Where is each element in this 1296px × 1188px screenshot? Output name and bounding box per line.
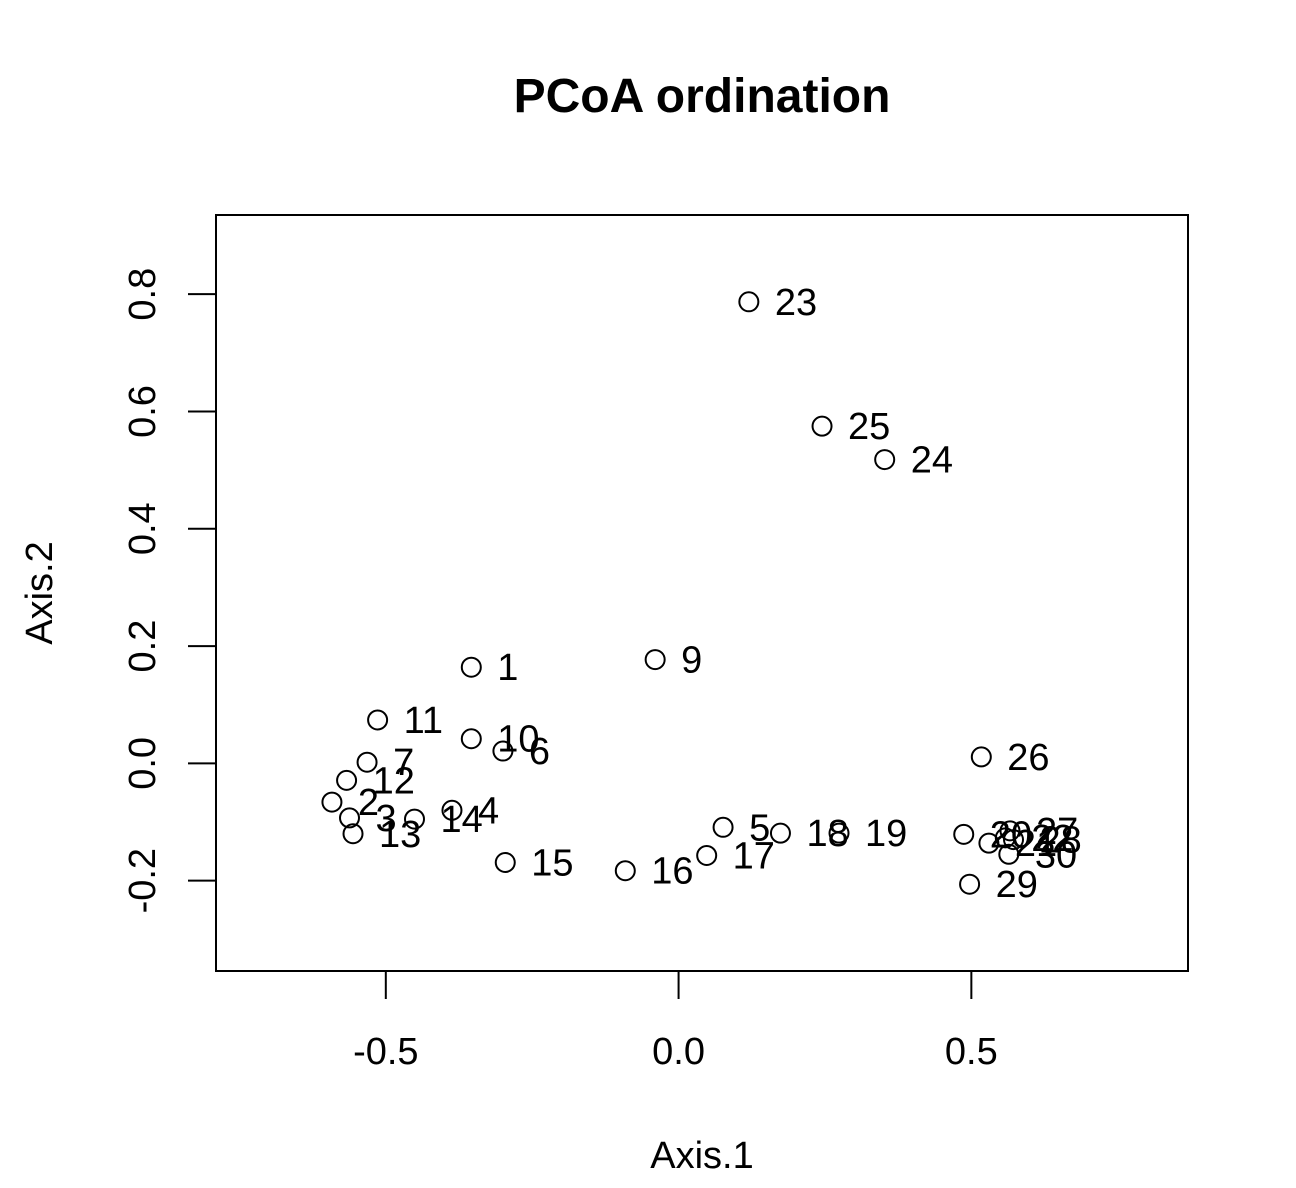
point-28-marker <box>1003 829 1025 851</box>
x-tick-label: -0.5 <box>353 1031 418 1073</box>
point-12-label: 12 <box>373 760 415 802</box>
point-1-marker <box>460 656 482 678</box>
point-19-label: 19 <box>865 813 907 855</box>
y-tick-label: 0.0 <box>122 737 164 790</box>
point-14-label: 14 <box>440 799 482 841</box>
point-5-label: 5 <box>749 807 770 849</box>
x-axis-label: Axis.1 <box>650 1135 753 1177</box>
y-tick-label: -0.2 <box>122 848 164 913</box>
point-26-label: 26 <box>1007 737 1049 779</box>
point-15-marker <box>494 851 516 873</box>
point-5-marker <box>712 816 734 838</box>
point-25-marker <box>811 415 833 437</box>
point-13-marker <box>342 823 364 845</box>
point-7-marker <box>356 751 378 773</box>
point-18-label: 18 <box>806 813 848 855</box>
point-2-marker <box>321 791 343 813</box>
point-9-marker <box>644 649 666 671</box>
y-tick-label: 0.4 <box>122 502 164 555</box>
point-16-label: 16 <box>651 851 693 893</box>
point-29-marker <box>959 873 981 895</box>
x-tick-label: 0.0 <box>652 1031 705 1073</box>
point-6-marker <box>492 740 514 762</box>
point-29-label: 29 <box>996 864 1038 906</box>
point-10-label: 10 <box>497 719 539 761</box>
point-10-marker <box>460 728 482 750</box>
point-24-marker <box>874 449 896 471</box>
y-tick-label: 0.8 <box>122 268 164 321</box>
point-23-marker <box>738 291 760 313</box>
point-11-label: 11 <box>404 700 443 742</box>
point-30-label: 30 <box>1035 834 1077 876</box>
point-19-marker <box>828 822 850 844</box>
y-axis-label: Axis.2 <box>19 541 61 644</box>
point-15-label: 15 <box>531 842 573 884</box>
point-25-label: 25 <box>848 406 890 448</box>
x-tick-label: 0.5 <box>945 1031 998 1073</box>
point-7-label: 7 <box>393 742 414 784</box>
point-22-label: 22 <box>1031 818 1073 860</box>
point-2-label: 2 <box>358 782 379 824</box>
point-13-label: 13 <box>379 814 421 856</box>
point-17-label: 17 <box>733 835 775 877</box>
point-27-marker <box>999 820 1021 842</box>
point-3-label: 3 <box>376 798 397 840</box>
y-axis: -0.2 0.0 0.2 0.4 0.6 0.8 <box>122 268 217 913</box>
point-30-marker <box>998 843 1020 865</box>
x-axis: -0.5 0.0 0.5 <box>353 970 998 1073</box>
point-1-label: 1 <box>497 647 518 689</box>
point-27-label: 27 <box>1036 811 1078 853</box>
y-tick-label: 0.2 <box>122 620 164 673</box>
point-23-label: 23 <box>775 282 817 324</box>
point-28-label: 28 <box>1040 820 1082 862</box>
point-14-marker <box>403 808 425 830</box>
point-4-label: 4 <box>478 790 499 832</box>
chart-title: PCoA ordination <box>514 70 891 123</box>
point-6-label: 6 <box>529 731 550 773</box>
y-tick-label: 0.6 <box>122 385 164 438</box>
point-24-label: 24 <box>911 440 953 482</box>
point-16-marker <box>614 860 636 882</box>
point-3-marker <box>339 807 361 829</box>
point-18-marker <box>769 822 791 844</box>
point-12-marker <box>336 769 358 791</box>
point-17-marker <box>696 844 718 866</box>
point-4-marker <box>441 799 463 821</box>
point-20-marker <box>953 823 975 845</box>
point-26-marker <box>970 746 992 768</box>
point-11-marker <box>367 709 389 731</box>
point-9-label: 9 <box>681 640 702 682</box>
